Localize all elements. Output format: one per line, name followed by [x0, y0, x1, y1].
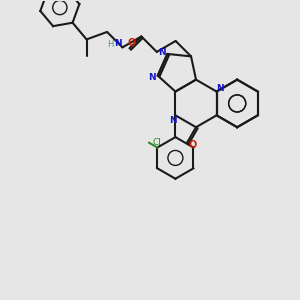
Text: N: N: [169, 116, 177, 125]
Text: Cl: Cl: [152, 138, 161, 147]
Text: H: H: [107, 40, 114, 49]
Text: N: N: [158, 48, 165, 57]
Text: O: O: [189, 140, 197, 150]
Text: O: O: [127, 38, 136, 48]
Text: N: N: [114, 39, 121, 48]
Text: N: N: [148, 73, 156, 82]
Text: N: N: [216, 84, 224, 93]
